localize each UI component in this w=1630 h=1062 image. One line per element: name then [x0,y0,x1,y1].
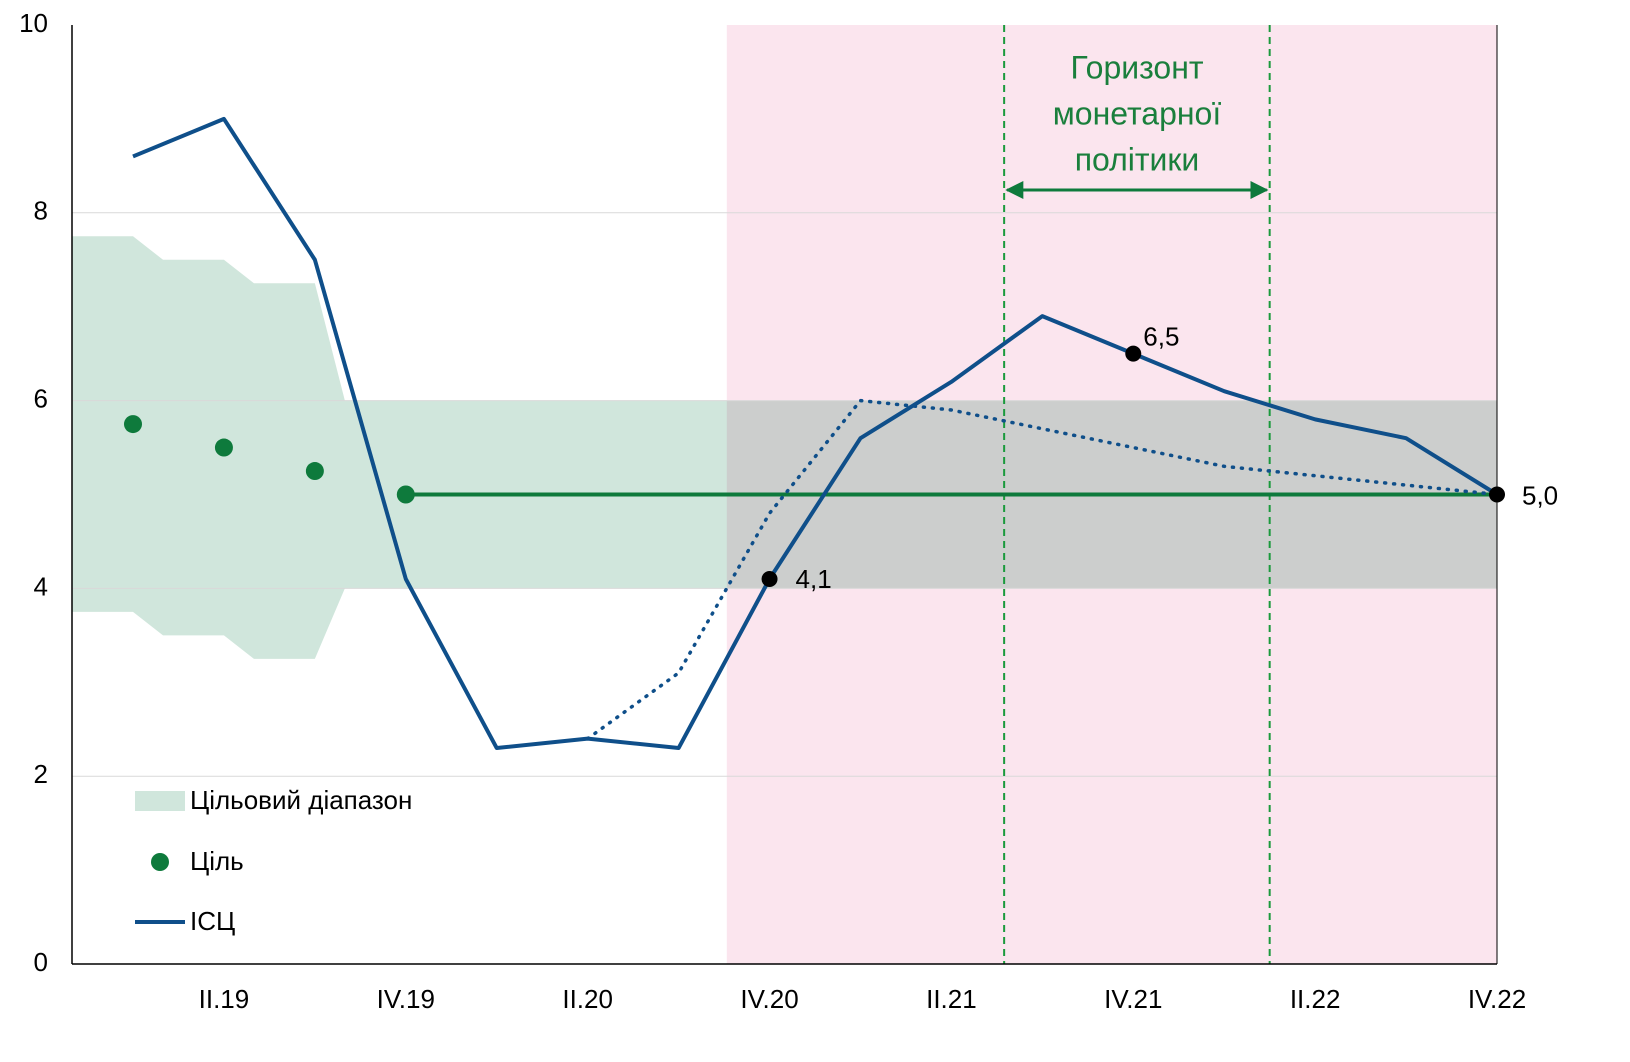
data-label: 5,0 [1522,480,1558,510]
y-tick-label: 8 [34,196,48,226]
series-line [585,398,1499,741]
data-label: 6,5 [1143,322,1179,352]
data-point [1125,345,1142,362]
target-dot [214,438,233,457]
x-tick-label: IV.20 [740,984,798,1014]
y-tick-label: 2 [34,759,48,789]
x-tick-label: IV.21 [1104,984,1162,1014]
x-tick-label: II.20 [562,984,613,1014]
y-tick-label: 6 [34,383,48,413]
x-tick-label: II.21 [926,984,977,1014]
annotation: монетарної [1053,95,1222,131]
legend-swatch [135,791,185,811]
x-tick-label: II.22 [1290,984,1341,1014]
x-tick-label: IV.19 [377,984,435,1014]
data-label: 4,1 [796,564,832,594]
x-tick-label: IV.22 [1468,984,1526,1014]
legend-swatch [151,853,169,871]
target-dot [305,462,324,481]
annotation: політики [1075,141,1200,177]
legend-label: ІСЦ [190,906,235,936]
legend-label: Ціль [190,846,244,876]
y-tick-label: 10 [19,8,48,38]
series-line [132,116,1499,751]
data-point [761,571,778,588]
target-dot [396,485,415,504]
x-tick-label: II.19 [199,984,250,1014]
y-tick-label: 4 [34,571,48,601]
y-tick-label: 0 [34,947,48,977]
annotation: Горизонт [1070,49,1203,85]
target-dot [124,415,142,434]
legend-label: Цільовий діапазон [190,785,412,815]
